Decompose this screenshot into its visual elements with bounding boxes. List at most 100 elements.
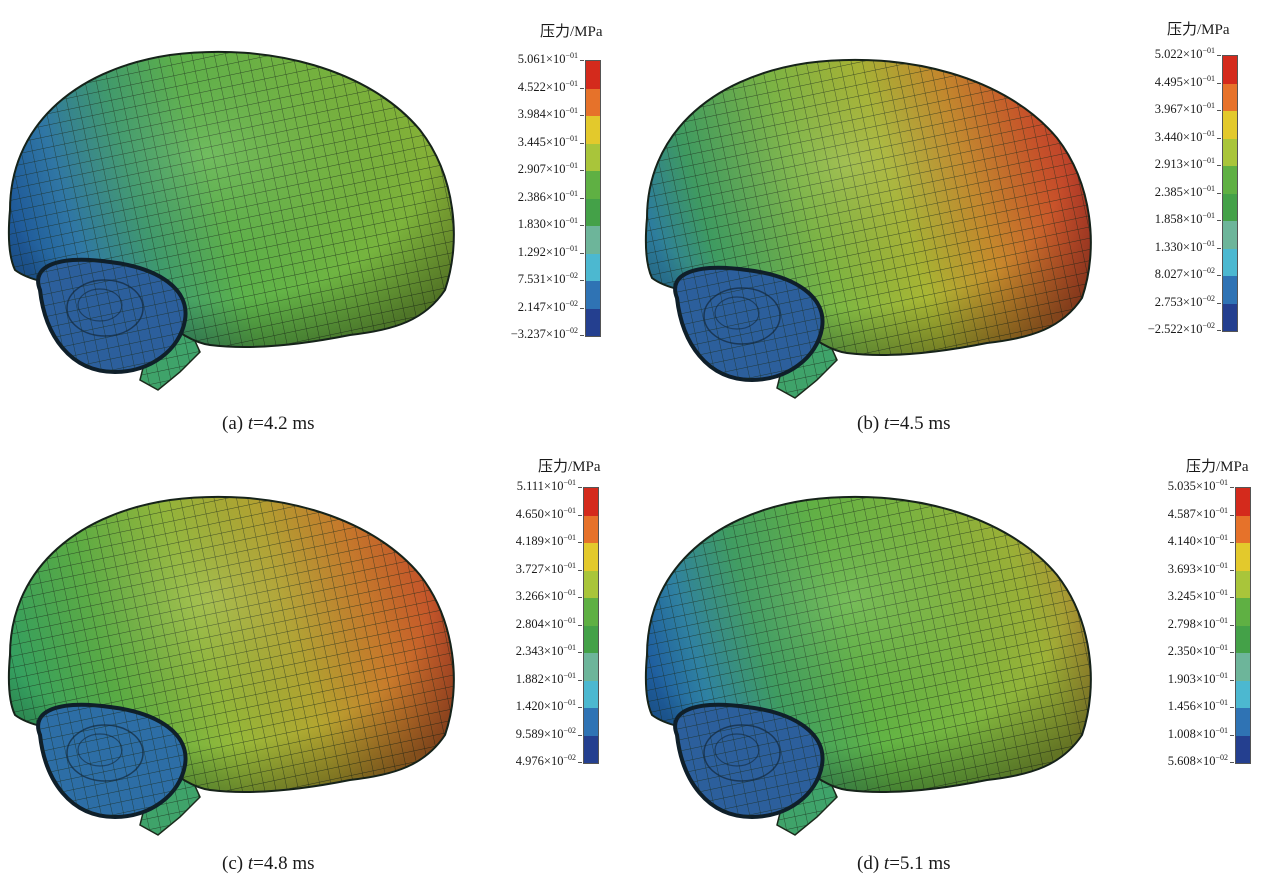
colorbar-tick-mark <box>578 487 582 488</box>
colorbar-tick-label: 3.266×10−01 <box>515 588 576 604</box>
colorbar-tick-mark <box>1230 707 1234 708</box>
colorbar-tick-mark <box>578 597 582 598</box>
colorbar-tick-mark <box>578 762 582 763</box>
unit-label-b: 压力/MPa <box>1167 22 1230 38</box>
colorbar-tick-label: 4.495×10−01 <box>1154 73 1215 89</box>
colorbar-segment <box>584 543 598 571</box>
colorbar-tick-label: 5.035×10−01 <box>1167 478 1228 494</box>
colorbar-tick-mark <box>578 734 582 736</box>
colorbar-tick-label: 1.330×10−01 <box>1154 238 1215 254</box>
brain-mesh-b <box>644 58 1092 399</box>
colorbar-segment <box>1236 625 1250 653</box>
colorbar-segment <box>586 88 600 116</box>
unit-label-c: 压力/MPa <box>538 459 601 475</box>
colorbar-tick-label: 3.967×10−01 <box>1154 101 1215 117</box>
colorbar-segment <box>584 488 598 516</box>
colorbar-segment <box>1236 570 1250 598</box>
colorbar-segment <box>1223 138 1237 166</box>
colorbar-segment <box>1236 598 1250 626</box>
colorbar-segment <box>584 735 598 763</box>
colorbar-tick-label: 1.456×10−01 <box>1167 698 1228 714</box>
colorbar-segment <box>1236 653 1250 681</box>
colorbar-tick-mark <box>578 707 582 708</box>
colorbar-tick-mark <box>1230 569 1234 571</box>
colorbar-segment <box>1223 56 1237 84</box>
colorbar-tick-mark <box>1217 192 1221 194</box>
colorbar-tick-label: 1.830×10−01 <box>517 216 578 232</box>
colorbar-tick-label: 2.907×10−01 <box>517 161 578 177</box>
unit-label-a: 压力/MPa <box>540 24 603 40</box>
colorbar-tick-mark <box>580 115 584 116</box>
brain-mesh-d <box>644 495 1092 836</box>
colorbar-tick-mark <box>1230 542 1234 543</box>
colorbar-b <box>1222 55 1238 332</box>
colorbar-segment <box>1223 276 1237 304</box>
colorbar-tick-mark <box>578 679 582 681</box>
colorbar-tick-label: 2.913×10−01 <box>1154 156 1215 172</box>
colorbar-tick-label: 3.984×10−01 <box>517 106 578 122</box>
colorbar-segment <box>584 570 598 598</box>
colorbar-tick-mark <box>580 60 584 61</box>
caption-d: (d) t=5.1 ms <box>857 853 951 874</box>
colorbar-a <box>585 60 601 337</box>
colorbar-tick-mark <box>580 197 584 199</box>
colorbar-tick-label: 9.589×10−02 <box>515 725 576 741</box>
colorbar-tick-label: 2.385×10−01 <box>1154 183 1215 199</box>
colorbar-segment <box>1223 248 1237 276</box>
colorbar-tick-mark <box>1217 302 1221 304</box>
panel-a: 压力/MPa 5.061×10−01 4.522×10−01 3.984×10−01… <box>0 0 637 445</box>
colorbar-tick-label: −2.522×10−02 <box>1147 321 1215 337</box>
colorbar-segment <box>584 515 598 543</box>
colorbar-segment <box>586 61 600 89</box>
colorbar-segment <box>586 171 600 199</box>
colorbar-tick-mark <box>578 624 582 626</box>
colorbar-tick-mark <box>1217 247 1221 249</box>
colorbar-tick-label: 3.445×10−01 <box>517 133 578 149</box>
colorbar-tick-label: 2.386×10−01 <box>517 188 578 204</box>
colorbar-segment <box>584 708 598 736</box>
colorbar-segment <box>586 253 600 281</box>
colorbar-tick-mark <box>578 542 582 543</box>
colorbar-tick-mark <box>578 514 582 516</box>
panel-b: 压力/MPa 5.022×10−01 4.495×10−01 3.967×10−01… <box>637 0 1274 445</box>
colorbar-segment <box>586 308 600 336</box>
colorbar-segment <box>586 281 600 309</box>
colorbar-tick-label: 4.522×10−01 <box>517 78 578 94</box>
colorbar-tick-mark <box>1230 679 1234 681</box>
colorbar-tick-label: 1.008×10−01 <box>1167 725 1228 741</box>
colorbar-tick-label: −3.237×10−02 <box>510 326 578 342</box>
colorbar-tick-mark <box>1217 110 1221 111</box>
colorbar-tick-mark <box>1217 165 1221 166</box>
colorbar-segment <box>1223 83 1237 111</box>
brain-mesh-c <box>7 495 455 836</box>
colorbar-tick-label: 5.022×10−01 <box>1154 46 1215 62</box>
colorbar-tick-mark <box>1230 762 1234 763</box>
colorbar-segment <box>584 653 598 681</box>
colorbar-segment <box>1236 708 1250 736</box>
colorbar-segment <box>586 198 600 226</box>
colorbar-tick-mark <box>580 252 584 254</box>
colorbar-tick-mark <box>1217 137 1221 139</box>
colorbar-segment <box>584 598 598 626</box>
colorbar-segment <box>1223 221 1237 249</box>
colorbar-segment <box>584 680 598 708</box>
colorbar-tick-mark <box>1230 734 1234 736</box>
caption-b: (b) t=4.5 ms <box>857 413 951 434</box>
colorbar-segment <box>1236 515 1250 543</box>
colorbar-tick-mark <box>1217 55 1221 56</box>
colorbar-tick-label: 7.531×10−02 <box>517 271 578 287</box>
colorbar-tick-mark <box>580 280 584 281</box>
colorbar-tick-label: 4.140×10−01 <box>1167 533 1228 549</box>
colorbar-segment <box>1236 680 1250 708</box>
colorbar-tick-label: 2.343×10−01 <box>515 643 576 659</box>
colorbar-tick-label: 5.061×10−01 <box>517 51 578 67</box>
colorbar-segment <box>1223 111 1237 139</box>
colorbar-tick-mark <box>1217 220 1221 221</box>
colorbar-tick-mark <box>1230 624 1234 626</box>
colorbar-tick-mark <box>1230 652 1234 653</box>
caption-a: (a) t=4.2 ms <box>222 413 315 434</box>
colorbar-tick-label: 1.903×10−01 <box>1167 670 1228 686</box>
brain-mesh-a <box>7 50 455 391</box>
colorbar-tick-mark <box>578 569 582 571</box>
colorbar-tick-label: 3.693×10−01 <box>1167 560 1228 576</box>
